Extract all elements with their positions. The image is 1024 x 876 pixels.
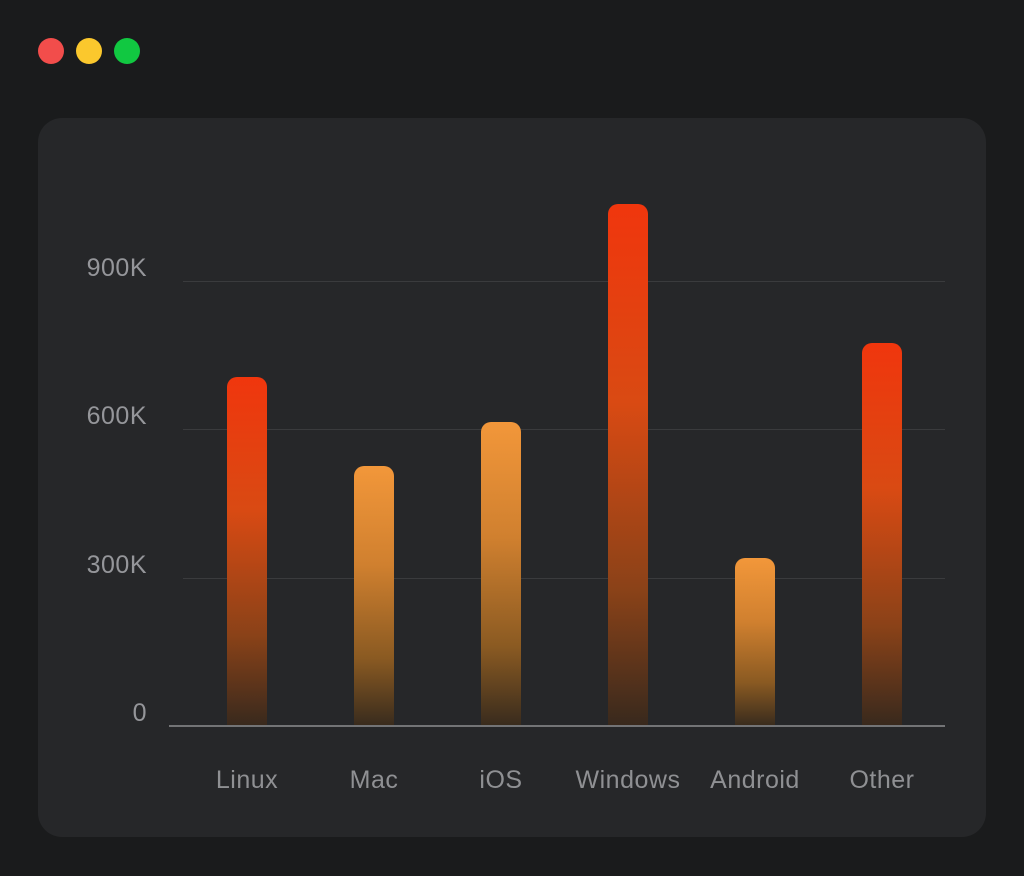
x-category-label-linux: Linux xyxy=(215,766,279,794)
x-category-label-android: Android xyxy=(710,766,800,794)
chart-panel: 900K 600K 300K 0 Linux Mac iOS Windows Android Ot… xyxy=(38,118,986,837)
y-tick-label-600k: 600K xyxy=(86,402,147,431)
x-category-label-ios: iOS xyxy=(479,766,523,794)
y-tick-label-900k: 900K xyxy=(86,254,147,283)
x-category-label-windows: Windows xyxy=(575,766,681,794)
bar-windows[interactable] xyxy=(608,204,648,726)
bar-ios[interactable] xyxy=(481,421,521,726)
window-minimize-button[interactable] xyxy=(76,38,102,64)
bar-other[interactable] xyxy=(862,342,902,726)
x-category-label-mac: Mac xyxy=(349,766,399,794)
y-tick-label-300k: 300K xyxy=(86,550,147,579)
bar-mac[interactable] xyxy=(354,466,394,726)
bar-android[interactable] xyxy=(735,557,775,726)
x-category-label-other: Other xyxy=(849,766,915,794)
window-close-button[interactable] xyxy=(38,38,64,64)
y-tick-label-0: 0 xyxy=(132,699,147,727)
plot-area: 900K 600K 300K 0 Linux Mac iOS Windows Android Ot… xyxy=(38,118,986,837)
x-axis-line xyxy=(169,725,945,727)
gridline-900k xyxy=(183,281,945,283)
gridline-600k xyxy=(183,429,945,431)
gridline-300k xyxy=(183,577,945,579)
bar-linux[interactable] xyxy=(227,377,267,726)
window-titlebar xyxy=(38,38,140,64)
window-maximize-button[interactable] xyxy=(114,38,140,64)
